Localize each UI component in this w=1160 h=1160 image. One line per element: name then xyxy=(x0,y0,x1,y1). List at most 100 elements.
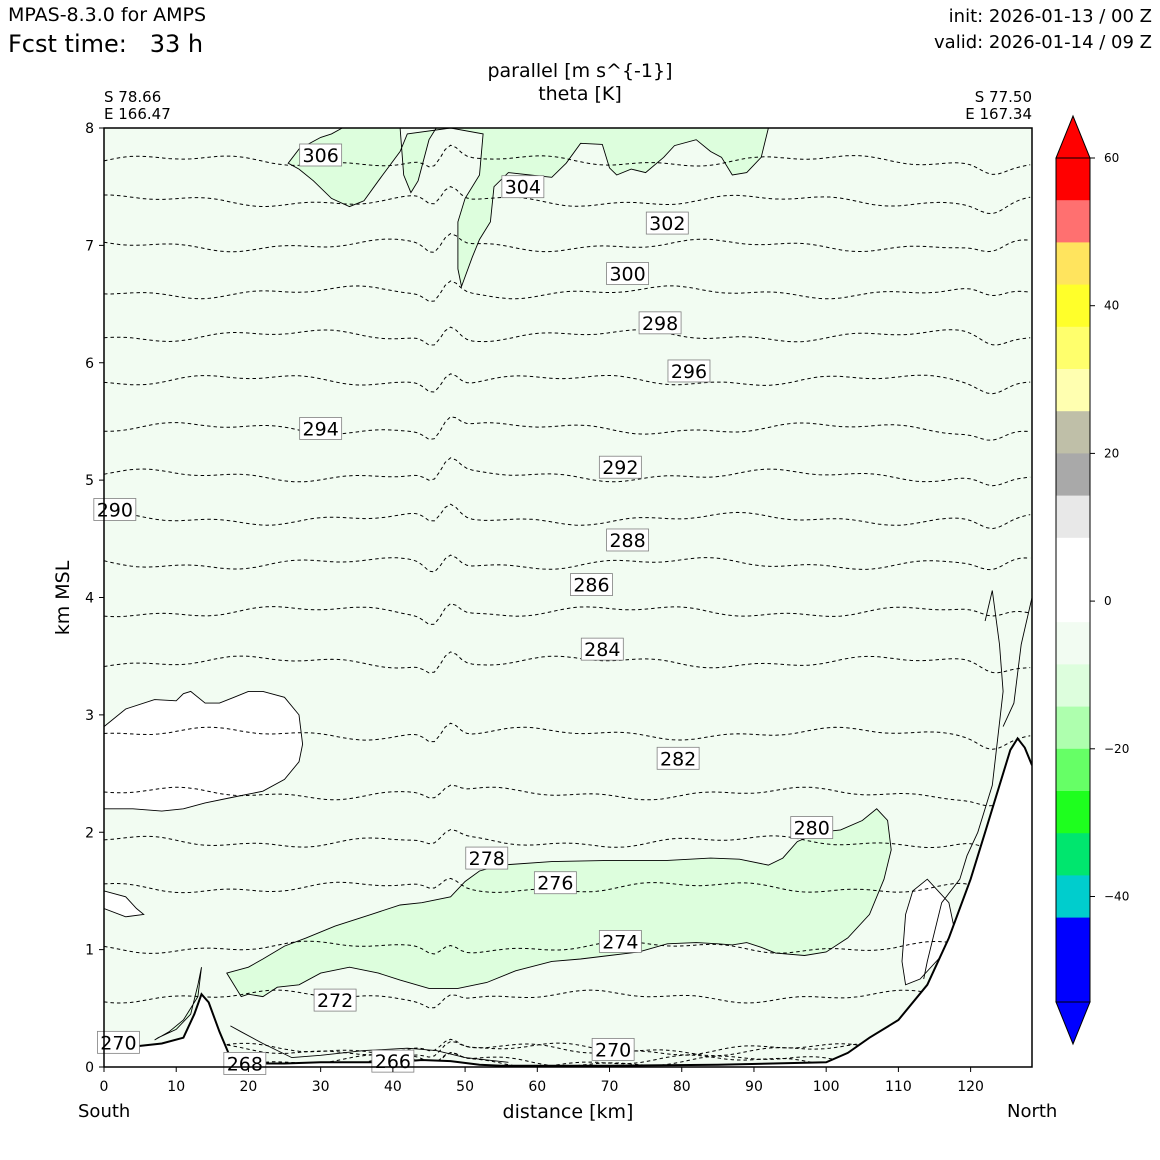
y-tick-label: 6 xyxy=(85,356,94,372)
theta-label-box xyxy=(299,417,343,440)
theta-line-274 xyxy=(104,940,1031,956)
colorbar-frame xyxy=(1055,157,1091,1003)
colorbar-segment xyxy=(1056,495,1090,539)
x-tick-label: 120 xyxy=(957,1079,984,1095)
theta-label-box xyxy=(667,359,711,383)
theta-label: 306 xyxy=(303,145,339,167)
valid-time: valid: 2026-01-14 / 09 Z xyxy=(934,32,1152,53)
colorbar-extend-top xyxy=(1055,114,1091,159)
x-tick-label: 50 xyxy=(456,1079,474,1095)
axes: 0 10 20 30 40 50 60 70 80 90 100 110 120 0 1 2 3 4 5 6 7 8 dis… xyxy=(52,121,1033,1123)
green-region-upper xyxy=(287,128,769,289)
colorbar-segment xyxy=(1056,706,1090,750)
theta-label: 268 xyxy=(227,1053,263,1075)
theta-label-box xyxy=(570,573,613,596)
theta-label: 282 xyxy=(660,748,696,770)
y-tick-label: 0 xyxy=(85,1060,94,1076)
colorbar-segment xyxy=(1056,917,1090,961)
theta-contour-labels: 306 304 302 300 298 296 294 292 290 288 286 284 282 2… xyxy=(93,143,834,1075)
y-tick-label: 1 xyxy=(85,943,94,959)
theta-label: 296 xyxy=(671,361,707,383)
x-tick-label: 20 xyxy=(240,1079,258,1095)
colorbar-segment xyxy=(1056,242,1090,285)
x-tick-label: 110 xyxy=(885,1079,912,1095)
x-tick-label: 40 xyxy=(384,1079,402,1095)
colorbar-segment xyxy=(1056,664,1090,707)
south-label: South xyxy=(78,1101,131,1122)
colorbar-segment xyxy=(1056,875,1090,918)
colorbar-segment xyxy=(1056,537,1090,581)
colorbar-tick-label: 40 xyxy=(1104,299,1119,313)
x-tick-label: 80 xyxy=(673,1079,691,1095)
init-time: init: 2026-01-13 / 00 Z xyxy=(948,6,1152,27)
white-region xyxy=(104,690,304,812)
colorbar-tick-label: 60 xyxy=(1104,151,1119,165)
theta-label-box xyxy=(598,930,642,953)
colorbar-tick-label: 0 xyxy=(1104,594,1112,608)
theta-label: 284 xyxy=(584,639,620,661)
theta-label-box xyxy=(656,746,700,770)
theta-label: 298 xyxy=(642,313,678,335)
theta-label: 288 xyxy=(609,530,645,552)
chart-title-line2: theta [K] xyxy=(538,83,622,105)
green-region-small xyxy=(154,967,202,1041)
y-tick-label: 2 xyxy=(85,825,94,841)
colorbar-extend-bottom xyxy=(1055,1001,1091,1046)
green-region-lower xyxy=(226,808,892,998)
theta-label: 276 xyxy=(537,873,573,895)
colorbar-segment xyxy=(1056,833,1090,876)
x-tick-label: 30 xyxy=(312,1079,330,1095)
colorbar-segment xyxy=(1056,411,1090,454)
theta-label: 304 xyxy=(505,177,541,199)
colorbar-segment xyxy=(1056,200,1090,243)
theta-label-box xyxy=(501,175,545,199)
x-tick-label: 70 xyxy=(601,1079,619,1095)
chart-title-line1: parallel [m s^{-1}] xyxy=(487,60,673,82)
forecast-time: Fcst time: 33 h xyxy=(8,30,204,58)
colorbar-segment xyxy=(1056,369,1090,412)
theta-label: 274 xyxy=(602,931,638,953)
north-label: North xyxy=(1007,1101,1058,1122)
terrain-line xyxy=(104,736,1032,1067)
x-tick-label: 100 xyxy=(813,1079,840,1095)
theta-label: 278 xyxy=(469,848,505,870)
colorbar-segment xyxy=(1056,326,1090,370)
theta-label-box xyxy=(606,528,649,552)
colorbar-segment xyxy=(1056,580,1090,623)
wind-contour xyxy=(1002,597,1032,727)
theta-label: 286 xyxy=(573,575,609,597)
model-title: MPAS-8.3.0 for AMPS xyxy=(8,4,207,26)
left-endpoint: S 78.66 E 166.47 xyxy=(104,89,171,123)
theta-label: 290 xyxy=(97,499,133,521)
theta-label-box xyxy=(299,143,343,167)
theta-line-286 xyxy=(104,603,1031,626)
wind-fill-regions xyxy=(104,128,1032,1063)
theta-label-box xyxy=(223,1052,267,1075)
colorbar-segment xyxy=(1056,748,1090,792)
theta-label-box xyxy=(606,262,649,285)
right-endpoint-lon: E 167.34 xyxy=(965,105,1032,123)
run-times: init: 2026-01-13 / 00 Z valid: 2026-01-1… xyxy=(934,4,1152,56)
theta-label-box xyxy=(533,871,577,895)
y-tick-label: 7 xyxy=(85,238,94,254)
theta-label-box xyxy=(580,637,624,661)
terrain-fill xyxy=(104,738,1032,1067)
theta-label: 280 xyxy=(794,818,830,840)
theta-line-300 xyxy=(104,280,1031,302)
y-axis-label: km MSL xyxy=(52,560,74,635)
theta-label: 302 xyxy=(649,213,685,235)
left-endpoint-lon: E 166.47 xyxy=(104,105,171,123)
theta-line-272 xyxy=(104,989,1031,1009)
chart-title: parallel [m s^{-1}] theta [K] xyxy=(380,60,780,106)
theta-label: 270 xyxy=(100,1032,136,1054)
right-endpoint: S 77.50 E 167.34 xyxy=(965,89,1032,123)
theta-label-box xyxy=(790,816,834,839)
y-tick-label: 3 xyxy=(85,708,94,724)
colorbar-tick-label: −20 xyxy=(1104,742,1129,756)
theta-label-box xyxy=(598,455,642,479)
x-tick-label: 0 xyxy=(100,1079,109,1095)
theta-label: 300 xyxy=(609,264,645,286)
theta-line-276 xyxy=(104,877,1031,895)
colorbar-segment xyxy=(1056,622,1090,665)
